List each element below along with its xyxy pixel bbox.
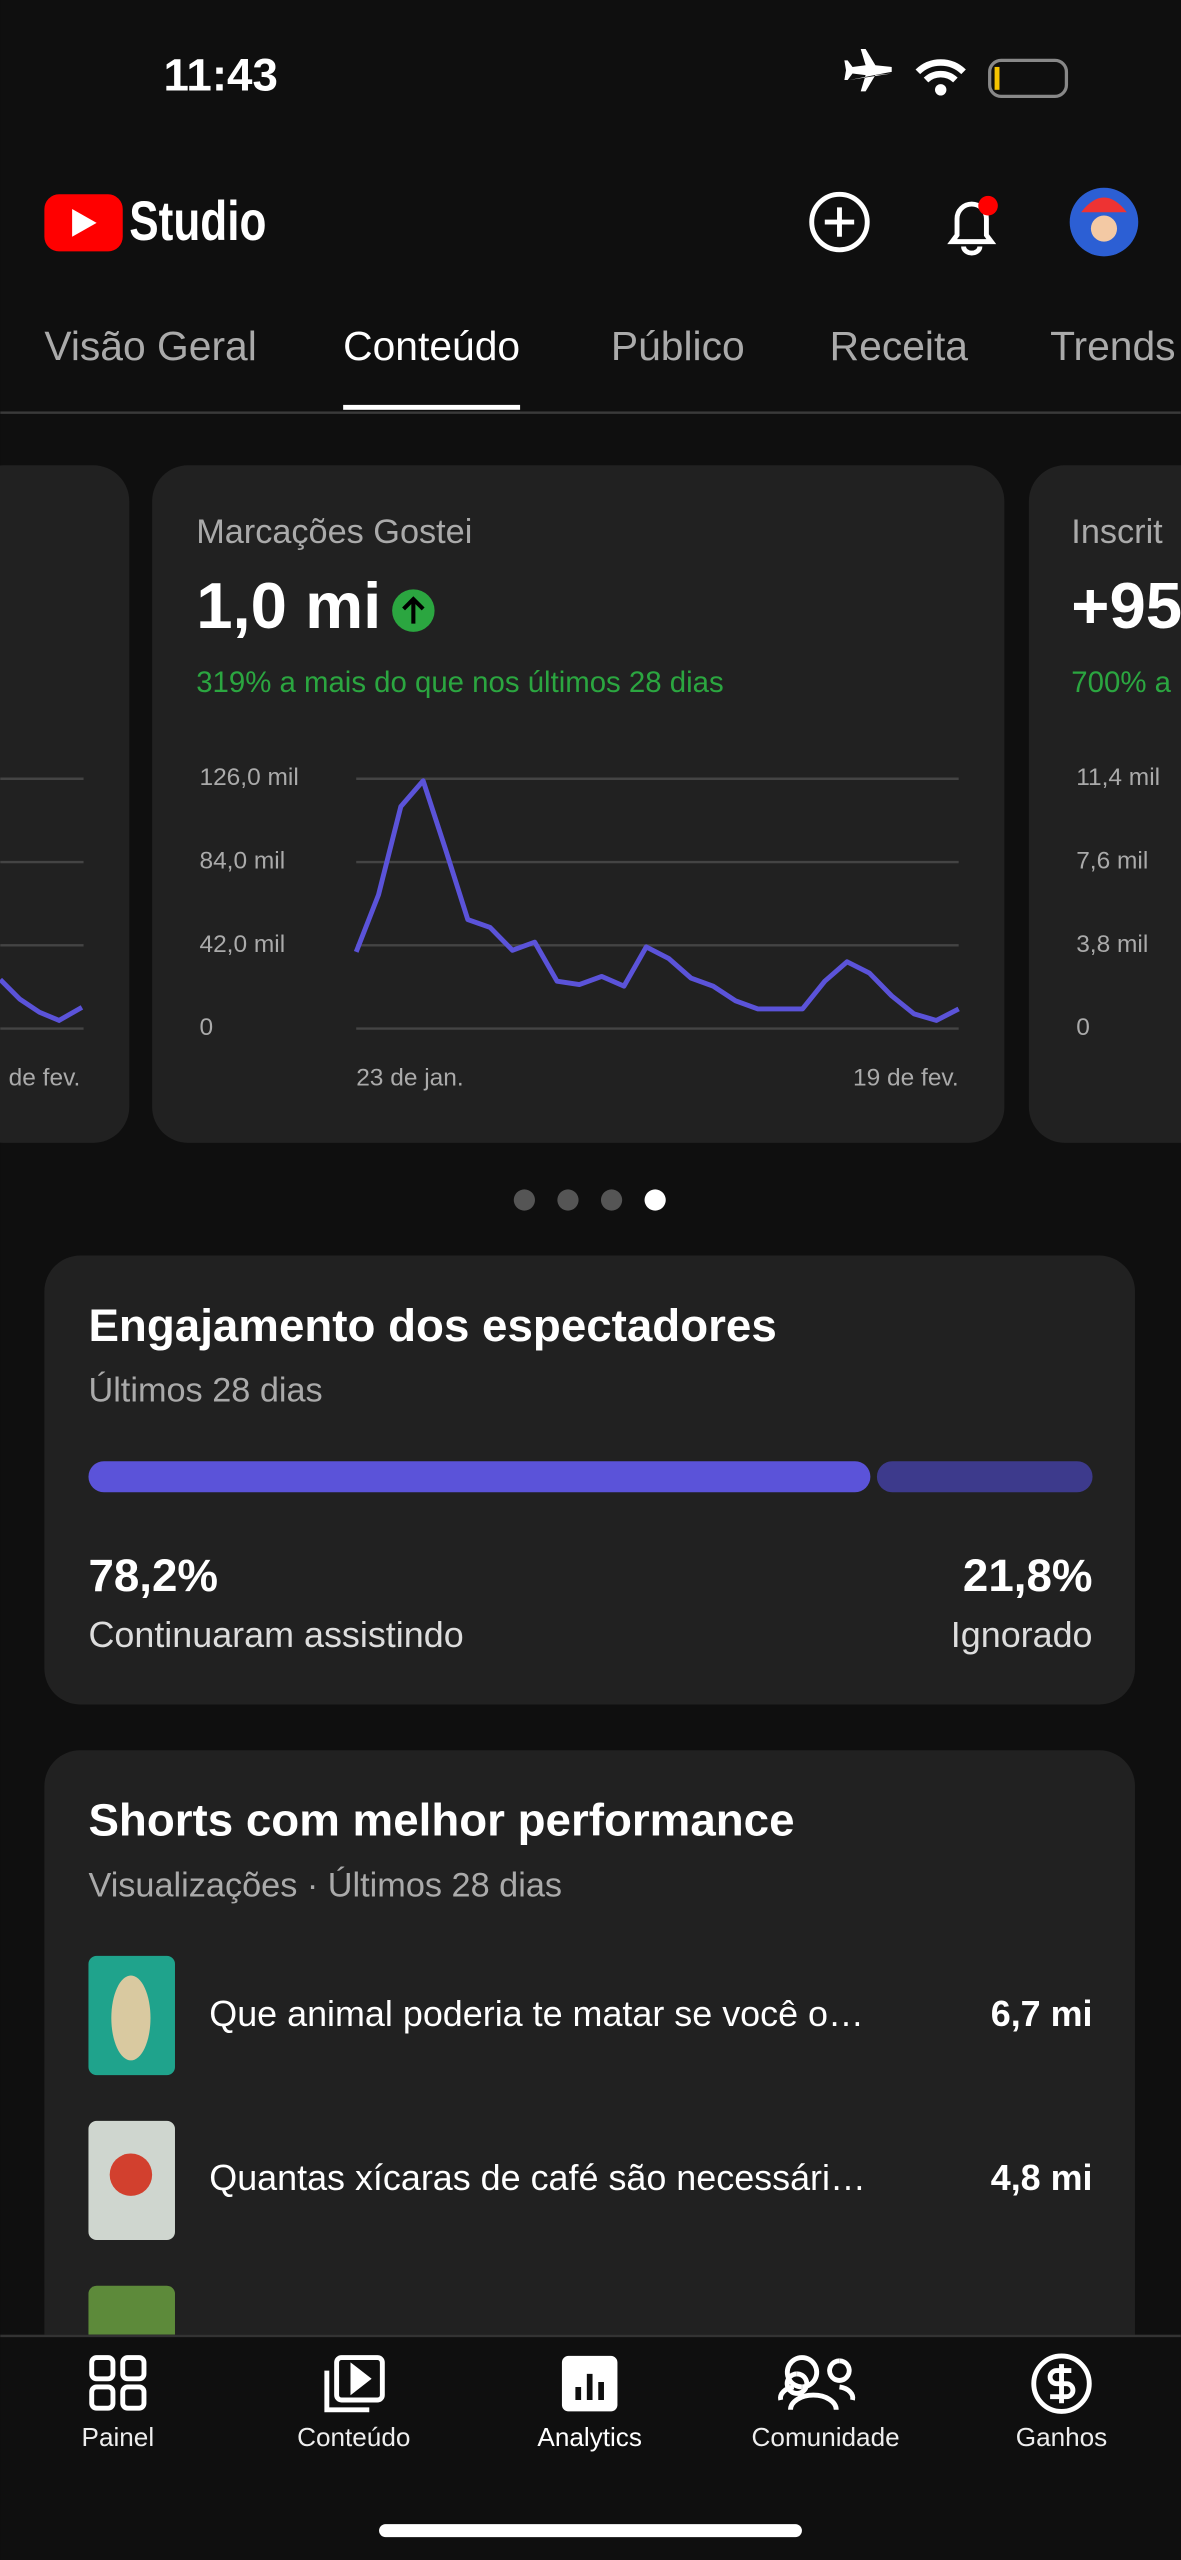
nav-label[interactable]: Ganhos	[1016, 2422, 1107, 2452]
shorts-card	[44, 1750, 1135, 2436]
nav-label[interactable]: Analytics	[537, 2422, 641, 2452]
card-value: 1,0 mi	[196, 569, 381, 642]
tab[interactable]: Conteúdo	[343, 323, 520, 369]
card-value: +95	[1071, 569, 1181, 642]
bar-segment	[876, 1461, 1093, 1493]
left-line	[0, 977, 84, 1024]
value-label: 78,2%	[88, 1550, 218, 1601]
left-grid	[0, 777, 84, 1030]
short-views: 6,7 mi	[991, 1993, 1093, 2034]
y-tick-label: 7,6 mil	[1076, 848, 1148, 875]
logo-play	[72, 208, 97, 237]
tab[interactable]: Receita	[830, 323, 969, 369]
create-button[interactable]	[809, 191, 870, 253]
y-tick-label: 84,0 mil	[199, 848, 285, 875]
tab[interactable]: Público	[611, 323, 745, 369]
card-change: 319% a mais do que nos últimos 28 dias	[196, 666, 723, 699]
battery-level	[994, 66, 1000, 90]
tab[interactable]: Visão Geral	[44, 323, 256, 369]
nav-label[interactable]: Painel	[82, 2422, 155, 2452]
short-views: 4,8 mi	[991, 2157, 1093, 2198]
nav-divider	[0, 2334, 1181, 2338]
notification-badge	[978, 195, 998, 216]
section-title: Shorts com melhor performance	[88, 1795, 794, 1846]
wifi-icon	[915, 59, 966, 83]
bar-segment	[88, 1461, 871, 1493]
metric-card[interactable]	[0, 465, 130, 1143]
tab[interactable]: Trends	[1050, 323, 1175, 369]
page-dot[interactable]	[557, 1189, 579, 1211]
left-card-content: de fev.	[0, 777, 84, 1092]
analytics-bars	[575, 2373, 604, 2400]
y-tick-label: 0	[1076, 1014, 1090, 1041]
page-dot[interactable]	[513, 1189, 535, 1211]
category-label: Ignorado	[951, 1614, 1093, 1655]
clock: 11:43	[164, 49, 278, 100]
short-title[interactable]: Que animal poderia te matar se você o…	[209, 1993, 864, 2034]
metric-card[interactable]	[152, 465, 1005, 1143]
thumbnail-figure	[111, 1975, 151, 2061]
logo-text: Studio	[129, 190, 266, 252]
x-tick-label: 19 de fev.	[853, 1065, 959, 1092]
avatar-hat	[1081, 197, 1127, 213]
section-subtitle: Últimos 28 dias	[88, 1371, 322, 1410]
avatar-face	[1090, 215, 1118, 242]
nav-label[interactable]: Comunidade	[752, 2422, 900, 2452]
y-tick-label: 42,0 mil	[199, 931, 285, 958]
page-dot[interactable]	[600, 1189, 623, 1211]
home-indicator	[379, 2524, 802, 2538]
value-label: 21,8%	[963, 1550, 1093, 1601]
notifications-button[interactable]	[947, 201, 997, 256]
airplane-icon	[844, 48, 892, 92]
y-tick-label: 126,0 mil	[199, 764, 298, 791]
thumbnail[interactable]	[88, 2285, 175, 2405]
category-label: Continuaram assistindo	[88, 1614, 463, 1655]
card-change: 700% a	[1071, 666, 1171, 699]
battery-icon	[988, 58, 1069, 98]
y-tick-label: 11,4 mil	[1076, 764, 1160, 791]
tab-underline	[343, 404, 521, 410]
nav-icons	[89, 2353, 1092, 2414]
page-dot[interactable]	[644, 1189, 666, 1211]
right-card-content: Inscrit +95 700% a 11,4 mil 7,6 mil 3,8 mi…	[1071, 513, 1181, 1041]
thumbnail-figure	[109, 2153, 153, 2196]
line-series	[353, 778, 960, 1023]
section-title: Engajamento dos espectadores	[88, 1300, 776, 1351]
card-title: Marcações Gostei	[196, 513, 472, 551]
y-tick-label: 0	[199, 1014, 213, 1041]
up-arrow	[402, 596, 425, 624]
short-title[interactable]: Quantas xícaras de café são necessári…	[209, 2157, 866, 2198]
wifi-dot	[934, 84, 947, 96]
x-label: de fev.	[9, 1065, 81, 1092]
metric-card[interactable]	[1028, 465, 1181, 1143]
create-plus	[824, 207, 855, 237]
tabs-divider	[0, 411, 1181, 414]
y-tick-label: 3,8 mil	[1076, 931, 1148, 958]
x-tick-label: 23 de jan.	[356, 1065, 463, 1092]
section-subtitle: Visualizações · Últimos 28 dias	[88, 1865, 562, 1904]
nav-label[interactable]: Conteúdo	[297, 2422, 410, 2452]
card-title: Inscrit	[1071, 513, 1163, 551]
